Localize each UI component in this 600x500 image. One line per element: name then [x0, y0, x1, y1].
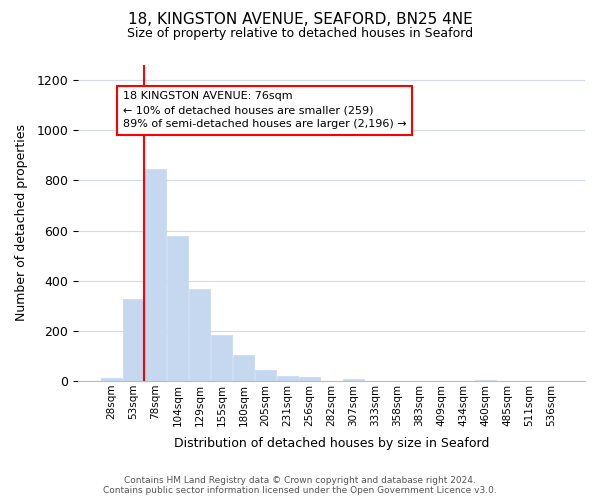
- Bar: [101, 378, 122, 381]
- Text: Size of property relative to detached houses in Seaford: Size of property relative to detached ho…: [127, 28, 473, 40]
- Bar: [255, 370, 276, 381]
- Bar: [189, 290, 210, 381]
- Bar: [211, 334, 232, 381]
- Y-axis label: Number of detached properties: Number of detached properties: [15, 124, 28, 322]
- Text: 18 KINGSTON AVENUE: 76sqm
← 10% of detached houses are smaller (259)
89% of semi: 18 KINGSTON AVENUE: 76sqm ← 10% of detac…: [123, 92, 406, 130]
- Bar: [167, 236, 188, 381]
- Bar: [299, 377, 320, 381]
- Bar: [475, 380, 496, 381]
- Bar: [145, 169, 166, 381]
- Bar: [233, 354, 254, 381]
- Bar: [123, 300, 144, 381]
- Text: Contains HM Land Registry data © Crown copyright and database right 2024.
Contai: Contains HM Land Registry data © Crown c…: [103, 476, 497, 495]
- Bar: [343, 379, 364, 381]
- Bar: [277, 376, 298, 381]
- X-axis label: Distribution of detached houses by size in Seaford: Distribution of detached houses by size …: [174, 437, 489, 450]
- Text: 18, KINGSTON AVENUE, SEAFORD, BN25 4NE: 18, KINGSTON AVENUE, SEAFORD, BN25 4NE: [128, 12, 472, 28]
